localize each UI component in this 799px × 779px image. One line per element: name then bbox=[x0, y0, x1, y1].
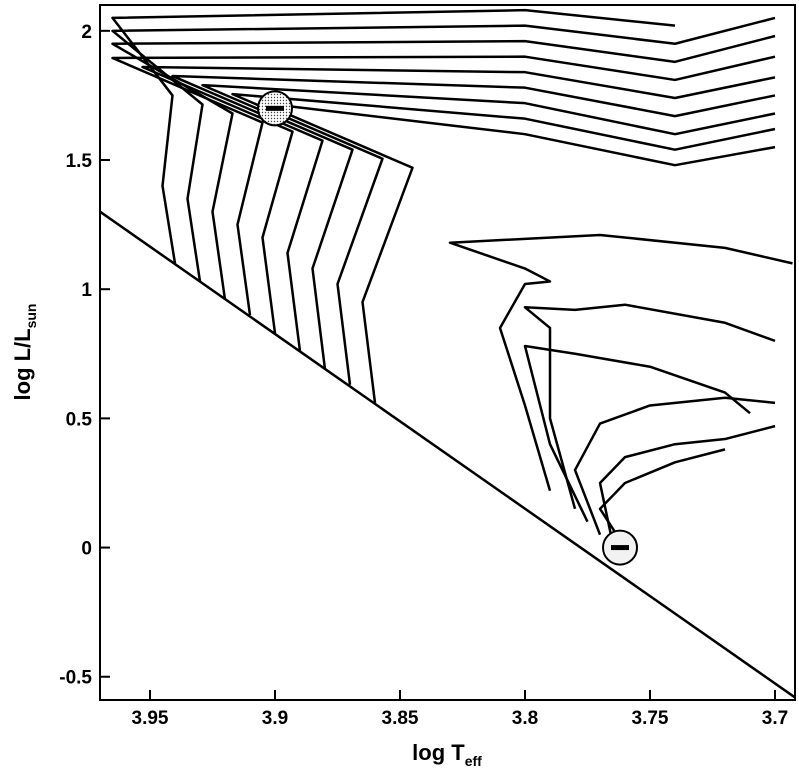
track-line bbox=[523, 344, 751, 523]
x-tick-label: 3.9 bbox=[262, 708, 288, 729]
x-tick-label: 3.85 bbox=[382, 708, 419, 729]
track-line bbox=[201, 83, 776, 370]
track-line bbox=[111, 55, 776, 316]
x-tick-label: 3.75 bbox=[632, 708, 669, 729]
x-tick-label: 3.7 bbox=[762, 708, 788, 729]
track-line bbox=[111, 16, 776, 282]
track-line bbox=[573, 396, 776, 536]
track-line bbox=[231, 92, 776, 385]
track-line bbox=[598, 448, 726, 549]
y-tick-label: 1.5 bbox=[66, 151, 93, 172]
track-line bbox=[261, 101, 776, 404]
track-line bbox=[523, 303, 776, 510]
marker-bar bbox=[266, 105, 284, 111]
y-axis-label-sub: sun bbox=[23, 304, 39, 329]
x-axis-label-main: log T bbox=[412, 740, 465, 765]
plot-area bbox=[100, 8, 795, 699]
track-line bbox=[111, 34, 776, 300]
y-tick-label: -0.5 bbox=[59, 668, 92, 689]
track-line bbox=[111, 8, 676, 264]
y-tick-label: 0 bbox=[81, 539, 92, 560]
track-line bbox=[171, 74, 776, 352]
x-axis-label-sub: eff bbox=[465, 753, 482, 769]
axes-frame bbox=[99, 4, 796, 701]
y-tick-label: 0.5 bbox=[66, 409, 93, 430]
track-line bbox=[448, 233, 793, 492]
track-line bbox=[100, 210, 795, 699]
x-tick-label: 3.95 bbox=[132, 708, 169, 729]
x-axis-label: log Teff bbox=[412, 740, 482, 769]
track-line bbox=[141, 65, 776, 334]
y-axis-label: log L/Lsun bbox=[10, 304, 39, 401]
track-line bbox=[598, 424, 776, 543]
x-tick-label: 3.8 bbox=[512, 708, 538, 729]
marker-bar bbox=[611, 545, 629, 551]
y-tick-label: 2 bbox=[81, 22, 92, 43]
y-tick-label: 1 bbox=[81, 280, 92, 301]
y-axis-label-main: log L/L bbox=[10, 328, 35, 400]
